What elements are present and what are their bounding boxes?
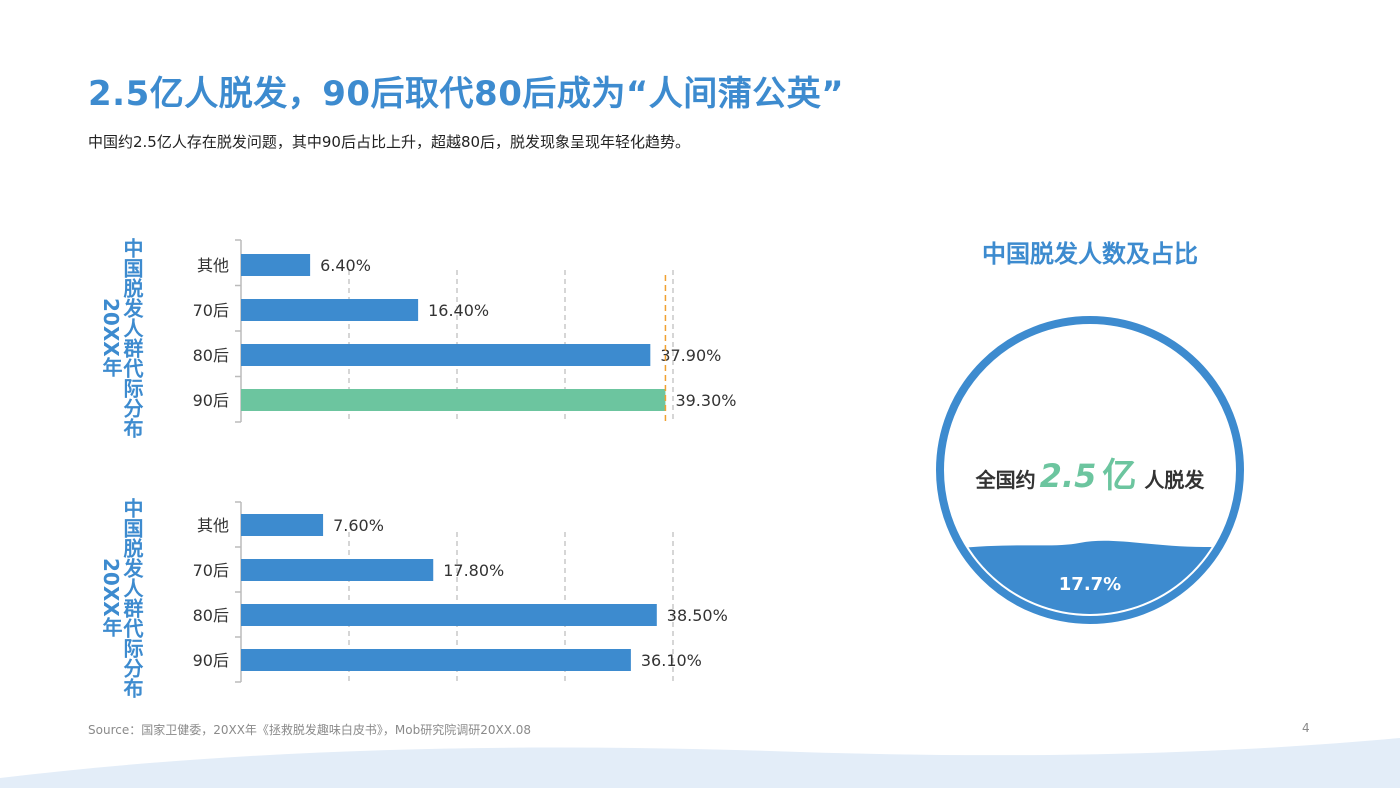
source-note: Source：国家卫健委，20XX年《拯救脱发趣味白皮书》，Mob研究院调研20… <box>88 723 532 737</box>
bar <box>241 299 419 321</box>
page-subtitle: 中国约2.5亿人存在脱发问题，其中90后占比上升，超越80后，脱发现象呈现年轻化… <box>88 133 691 151</box>
bar <box>241 389 666 411</box>
bar <box>241 649 631 671</box>
page-number: 4 <box>1302 721 1310 735</box>
percent-label: 17.7% <box>1058 574 1122 595</box>
total-unit: 亿 <box>1102 456 1137 496</box>
category-label: 70后 <box>193 561 229 580</box>
total-count-text: 全国约 2.5 亿人脱发 <box>940 448 1240 497</box>
bar <box>241 514 324 536</box>
bottom-chart-label: 中国脱发人群代际分布20XX年 <box>82 490 144 705</box>
value-label: 39.30% <box>675 391 736 410</box>
bar <box>241 254 311 276</box>
percent-circle-outline <box>936 316 1244 624</box>
value-label: 7.60% <box>333 516 384 535</box>
bar <box>241 559 434 581</box>
bar <box>241 604 657 626</box>
bottom-chart-label-line1: 中国脱发人群代际分布 <box>120 497 144 698</box>
category-label: 90后 <box>193 391 229 410</box>
bar <box>241 344 651 366</box>
top-chart-label: 中国脱发人群代际分布20XX年 <box>82 230 144 445</box>
value-label: 6.40% <box>320 256 371 275</box>
total-prefix: 全国约 <box>975 468 1036 492</box>
total-number: 2.5 <box>1039 457 1097 495</box>
category-label: 70后 <box>193 301 229 320</box>
value-label: 16.40% <box>428 301 489 320</box>
value-label: 36.10% <box>641 651 702 670</box>
category-label: 其他 <box>197 516 229 535</box>
value-label: 17.80% <box>443 561 504 580</box>
top-chart-label-line1: 中国脱发人群代际分布 <box>120 237 144 438</box>
top-chart-label-line2: 20XX年 <box>99 298 123 377</box>
value-label: 37.90% <box>660 346 721 365</box>
page-title: 2.5亿人脱发，90后取代80后成为“人间蒲公英” <box>88 74 845 114</box>
value-label: 38.50% <box>667 606 728 625</box>
category-label: 其他 <box>197 256 229 275</box>
category-label: 80后 <box>193 346 229 365</box>
bottom-chart-label-line2: 20XX年 <box>99 558 123 637</box>
category-label: 80后 <box>193 606 229 625</box>
panel-title: 中国脱发人数及占比 <box>982 240 1198 268</box>
footer-wave <box>0 738 1400 788</box>
category-label: 90后 <box>193 651 229 670</box>
total-suffix: 人脱发 <box>1144 468 1205 492</box>
